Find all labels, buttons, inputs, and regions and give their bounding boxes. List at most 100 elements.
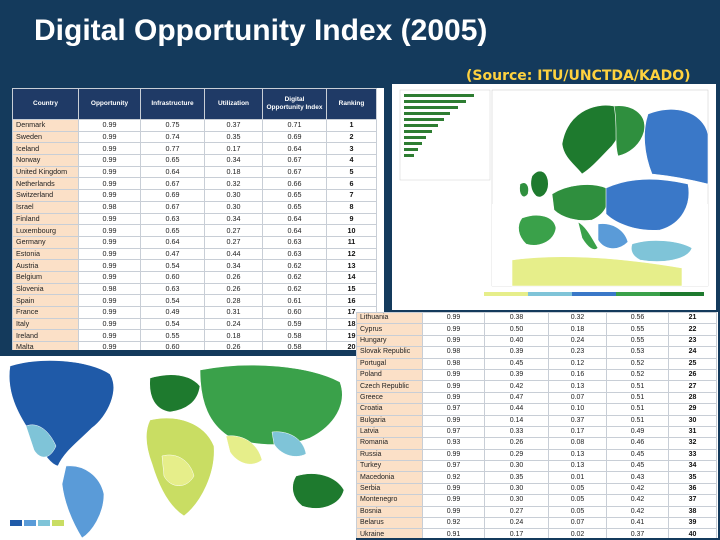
cell-opportunity: 0.99: [78, 142, 141, 156]
cell-utilization: 0.18: [204, 165, 263, 179]
cell-ranking: 23: [668, 334, 717, 348]
cell-infrastructure: 0.60: [140, 270, 205, 284]
dio-table-bottom: Lithuania 0.99 0.38 0.32 0.56 21 Cyprus 0.99 0.5…: [356, 312, 717, 538]
table-row: Slovenia 0.98 0.63 0.26 0.62 15: [12, 282, 377, 296]
cell-opportunity: 0.99: [78, 154, 141, 167]
cell-ranking: 9: [326, 212, 377, 226]
cell-ranking: 4: [326, 154, 377, 167]
table-row: Belarus 0.92 0.24 0.07 0.41 39: [356, 517, 717, 530]
header-opportunity: Opportunity: [78, 88, 141, 120]
table-row: Ukraine 0.91 0.17 0.02 0.37 40: [356, 528, 717, 538]
cell-doi: 0.55: [606, 334, 669, 348]
cell-country: Czech Republic: [356, 380, 423, 393]
table-row: Hungary 0.99 0.40 0.24 0.55 23: [356, 334, 717, 348]
cell-country: Sweden: [12, 130, 79, 144]
cell-doi: 0.46: [606, 437, 669, 450]
cell-country: Norway: [12, 154, 79, 167]
table-row: Serbia 0.99 0.30 0.05 0.42 36: [356, 482, 717, 496]
cell-opportunity: 0.99: [78, 130, 141, 144]
cell-country: Ukraine: [356, 528, 423, 538]
cell-utilization: 0.26: [204, 341, 263, 350]
table-row: France 0.99 0.49 0.31 0.60 17: [12, 306, 377, 319]
cell-doi: 0.61: [262, 294, 327, 307]
cell-opportunity: 0.93: [422, 437, 485, 450]
table-row: Cyprus 0.99 0.50 0.18 0.55 22: [356, 323, 717, 336]
cell-doi: 0.41: [606, 517, 669, 530]
cell-ranking: 27: [668, 380, 717, 393]
cell-infrastructure: 0.29: [484, 448, 549, 462]
cell-ranking: 13: [326, 259, 377, 272]
cell-ranking: 25: [668, 357, 717, 370]
cell-infrastructure: 0.69: [140, 189, 205, 202]
cell-opportunity: 0.99: [78, 212, 141, 226]
cell-opportunity: 0.97: [422, 460, 485, 473]
slide-title: Digital Opportunity Index (2005): [34, 14, 488, 47]
cell-opportunity: 0.98: [78, 200, 141, 214]
cell-utilization: 0.34: [204, 212, 263, 226]
cell-utilization: 0.37: [204, 119, 263, 132]
cell-utilization: 0.27: [204, 224, 263, 237]
cell-ranking: 36: [668, 482, 717, 496]
cell-opportunity: 0.99: [422, 414, 485, 427]
table-row: Greece 0.99 0.47 0.07 0.51 28: [356, 391, 717, 405]
table-row: Germany 0.99 0.64 0.27 0.63 11: [12, 235, 377, 249]
cell-doi: 0.63: [262, 235, 327, 249]
cell-infrastructure: 0.74: [140, 130, 205, 144]
world-map-graphic: [0, 356, 356, 540]
cell-ranking: 24: [668, 346, 717, 359]
europe-map-graphic: [392, 84, 716, 310]
cell-doi: 0.62: [262, 259, 327, 272]
table-row: Slovak Republic 0.98 0.39 0.23 0.53 24: [356, 346, 717, 359]
cell-doi: 0.62: [262, 270, 327, 284]
cell-doi: 0.65: [262, 189, 327, 202]
cell-ranking: 28: [668, 391, 717, 405]
cell-doi: 0.56: [606, 312, 669, 325]
cell-ranking: 39: [668, 517, 717, 530]
table-row: Turkey 0.97 0.30 0.13 0.45 34: [356, 460, 717, 473]
cell-doi: 0.64: [262, 224, 327, 237]
cell-infrastructure: 0.63: [140, 212, 205, 226]
cell-country: Cyprus: [356, 323, 423, 336]
cell-utilization: 0.13: [548, 448, 607, 462]
cell-country: Netherlands: [12, 177, 79, 191]
map-legend-scale: [484, 292, 704, 296]
cell-infrastructure: 0.50: [484, 323, 549, 336]
cell-opportunity: 0.99: [422, 505, 485, 519]
cell-doi: 0.67: [262, 165, 327, 179]
cell-opportunity: 0.91: [422, 528, 485, 538]
cell-opportunity: 0.99: [78, 189, 141, 202]
cell-country: Italy: [12, 317, 79, 331]
cell-infrastructure: 0.54: [140, 294, 205, 307]
cell-opportunity: 0.99: [78, 294, 141, 307]
table-row: Croatia 0.97 0.44 0.10 0.51 29: [356, 403, 717, 416]
cell-doi: 0.42: [606, 482, 669, 496]
table-row: Denmark 0.99 0.75 0.37 0.71 1: [12, 119, 377, 132]
cell-utilization: 0.18: [548, 323, 607, 336]
cell-country: Turkey: [356, 460, 423, 473]
cell-country: France: [12, 306, 79, 319]
cell-opportunity: 0.99: [78, 165, 141, 179]
cell-doi: 0.71: [262, 119, 327, 132]
cell-country: Germany: [12, 235, 79, 249]
cell-ranking: 21: [668, 312, 717, 325]
cell-country: Switzerland: [12, 189, 79, 202]
cell-infrastructure: 0.75: [140, 119, 205, 132]
cell-country: Portugal: [356, 357, 423, 370]
table-row: Bulgaria 0.99 0.14 0.37 0.51 30: [356, 414, 717, 427]
cell-opportunity: 0.99: [78, 317, 141, 331]
cell-infrastructure: 0.54: [140, 259, 205, 272]
cell-country: Serbia: [356, 482, 423, 496]
cell-utilization: 0.13: [548, 380, 607, 393]
cell-utilization: 0.01: [548, 471, 607, 484]
cell-opportunity: 0.99: [78, 235, 141, 249]
cell-opportunity: 0.99: [78, 177, 141, 191]
cell-ranking: 26: [668, 368, 717, 382]
cell-utilization: 0.07: [548, 391, 607, 405]
cell-opportunity: 0.99: [78, 119, 141, 132]
world-dio-map: [0, 356, 356, 540]
cell-utilization: 0.35: [204, 130, 263, 144]
cell-opportunity: 0.99: [422, 448, 485, 462]
cell-opportunity: 0.99: [422, 334, 485, 348]
cell-utilization: 0.26: [204, 282, 263, 296]
dio-ranking-table-top: Country Opportunity Infrastructure Utili…: [12, 88, 384, 350]
